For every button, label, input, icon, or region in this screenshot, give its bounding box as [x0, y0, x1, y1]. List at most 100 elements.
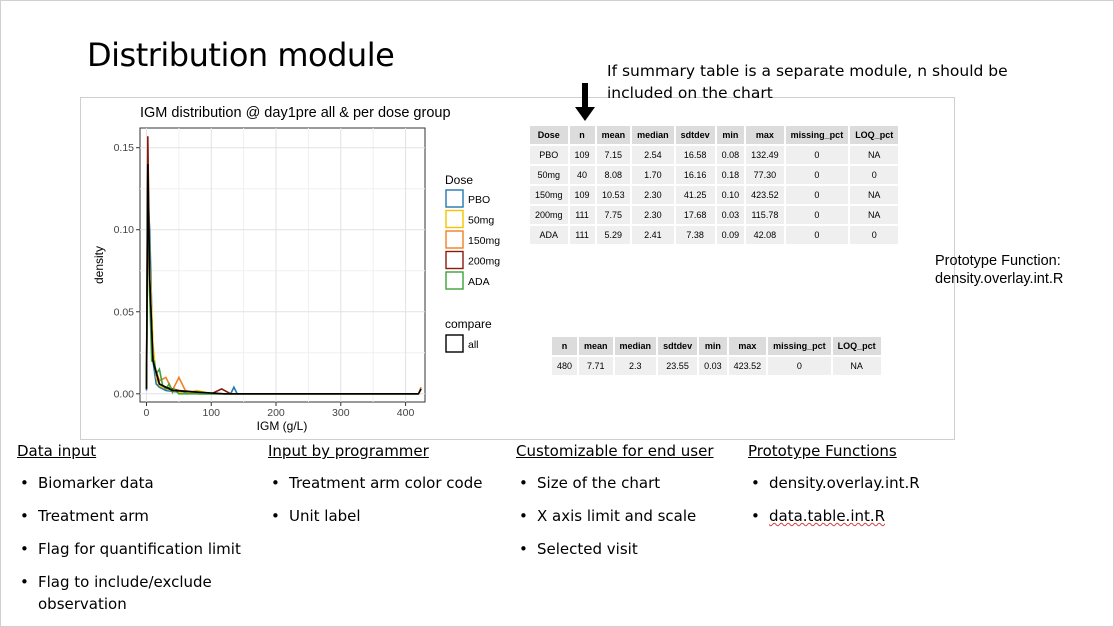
table-header-cell: LOQ_pct [832, 337, 881, 355]
table-cell: 0 [785, 146, 849, 164]
table-cell: 423.52 [728, 357, 767, 375]
x-tick-label: 100 [202, 407, 220, 419]
table-cell: 16.16 [675, 166, 715, 184]
table-cell: 2.3 [614, 357, 657, 375]
table-cell: 16.58 [675, 146, 715, 164]
table-row: PBO 109 7.15 2.54 16.58 0.08 132.49 0 NA [530, 146, 899, 164]
table-row: 200mg 111 7.75 2.30 17.68 0.03 115.78 0 NA [530, 206, 899, 224]
page-title: Distribution module [87, 36, 395, 74]
legend-label: ADA [468, 276, 490, 288]
table-cell: 0.03 [699, 357, 727, 375]
column-header: Data input [17, 442, 97, 460]
table-cell: 0.08 [716, 146, 745, 164]
customizable-column: Customizable for end user Size of the ch… [516, 442, 741, 571]
table-cell: NA [850, 206, 899, 224]
table-cell: 40 [569, 166, 595, 184]
table-header-cell: max [728, 337, 767, 355]
table-cell: 0.18 [716, 166, 745, 184]
table-cell: 77.30 [746, 166, 784, 184]
list-item: Treatment arm color code [268, 472, 508, 494]
table-cell: 7.38 [675, 226, 715, 244]
table-cell: PBO [530, 146, 568, 164]
table-cell: NA [832, 357, 881, 375]
table-cell: 132.49 [746, 146, 784, 164]
table-cell: 17.68 [675, 206, 715, 224]
legend-key [445, 230, 464, 249]
prototype-function-note: Prototype Function: density.overlay.int.… [935, 252, 1063, 288]
table-cell: ADA [530, 226, 568, 244]
table-header-cell: min [699, 337, 727, 355]
column-header: Input by programmer [268, 442, 429, 460]
table-header-cell: median [614, 337, 657, 355]
legend-label: 50mg [468, 215, 494, 227]
table-header-cell: Dose [530, 126, 568, 144]
y-tick-label: 0.05 [114, 306, 135, 318]
table-header-cell: n [569, 126, 595, 144]
list-item: density.overlay.int.R [748, 472, 968, 494]
table-cell: 41.25 [675, 186, 715, 204]
table-header-cell: median [632, 126, 674, 144]
table-header-cell: missing_pct [768, 337, 831, 355]
table-cell: 0 [768, 357, 831, 375]
table-cell: 109 [569, 186, 595, 204]
plot-area [139, 127, 426, 403]
list-item: Biomarker data [17, 472, 257, 494]
table-cell: NA [850, 186, 899, 204]
table-header-cell: sdtdev [658, 337, 698, 355]
y-tick-label: 0.15 [114, 142, 135, 154]
list-item: Flag to include/exclude observation [17, 571, 228, 615]
table-cell: 2.54 [632, 146, 674, 164]
table-cell: 50mg [530, 166, 568, 184]
overall-summary-table: n mean median sdtdev min max missing_pct LOQ_pc… [550, 335, 883, 377]
table-cell: 7.75 [596, 206, 631, 224]
x-axis-label: IGM (g/L) [257, 419, 308, 433]
table-cell: 2.30 [632, 186, 674, 204]
list-item: Treatment arm [17, 505, 257, 527]
legend-key [445, 271, 464, 290]
density-chart: IGM distribution @ day1pre all & per dos… [92, 105, 500, 433]
table-header-cell: mean [579, 337, 613, 355]
x-tick-label: 300 [332, 407, 350, 419]
x-tick-label: 0 [144, 407, 150, 419]
series-line-all [145, 164, 422, 395]
list-item: Unit label [268, 505, 508, 527]
data-input-column: Data input Biomarker data Treatment arm … [17, 442, 257, 626]
column-header: Prototype Functions [748, 442, 897, 460]
table-cell: 1.70 [632, 166, 674, 184]
legend-key [445, 334, 464, 353]
y-axis-label: density [92, 246, 106, 284]
x-tick-label: 200 [267, 407, 285, 419]
table-header-cell: min [716, 126, 745, 144]
table-row: 150mg 109 10.53 2.30 41.25 0.10 423.52 0 NA [530, 186, 899, 204]
y-tick-label: 0.10 [114, 224, 135, 236]
table-header-cell: max [746, 126, 784, 144]
table-cell: 5.29 [596, 226, 631, 244]
table-cell: 42.08 [746, 226, 784, 244]
list-item: Size of the chart [516, 472, 741, 494]
table-header-cell: sdtdev [675, 126, 715, 144]
legend-dose-title: Dose [445, 173, 473, 187]
prototype-note-label: Prototype Function: [935, 253, 1061, 269]
table-cell: 2.30 [632, 206, 674, 224]
y-tick-label: 0.00 [114, 388, 135, 400]
table-cell: 8.08 [596, 166, 631, 184]
table-cell: 423.52 [746, 186, 784, 204]
table-cell: 109 [569, 146, 595, 164]
prototype-note-function: density.overlay.int.R [935, 271, 1064, 287]
table-cell: 0 [785, 206, 849, 224]
legend-compare-title: compare [445, 317, 492, 331]
legend-key [445, 250, 464, 270]
table-cell: 0.03 [716, 206, 745, 224]
down-arrow-icon [575, 83, 595, 121]
table-cell: 0 [785, 166, 849, 184]
table-cell: 0 [785, 186, 849, 204]
table-cell: 115.78 [746, 206, 784, 224]
legend-label: 150mg [468, 235, 500, 247]
table-row: 50mg 40 8.08 1.70 16.16 0.18 77.30 0 0 [530, 166, 899, 184]
legend-key [445, 189, 464, 208]
legend-label: all [468, 339, 479, 351]
table-cell: 111 [569, 226, 595, 244]
table-cell: 0 [850, 166, 899, 184]
table-cell: 200mg [530, 206, 568, 224]
table-cell: 111 [569, 206, 595, 224]
